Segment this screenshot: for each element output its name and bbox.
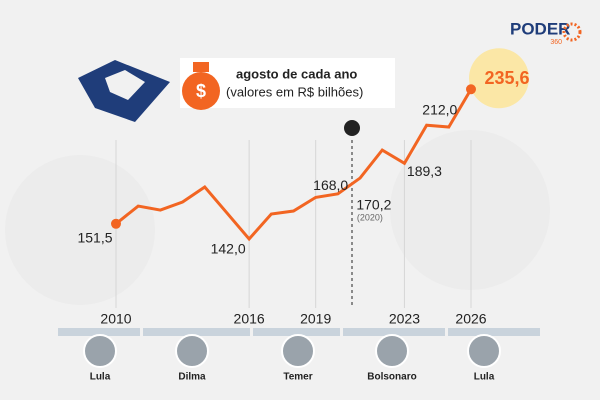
highlight bbox=[469, 48, 529, 109]
timeline-bar bbox=[58, 328, 540, 336]
data-point bbox=[111, 218, 121, 229]
legend-line1: agosto de cada ano bbox=[236, 66, 357, 81]
president-name: Lula bbox=[474, 372, 495, 383]
money-icon: $ bbox=[196, 81, 206, 101]
president-photo bbox=[83, 334, 117, 368]
value-label: 189,3 bbox=[407, 163, 442, 179]
decor bbox=[5, 155, 155, 305]
virus-icon bbox=[344, 120, 360, 136]
annotation: (2020) bbox=[357, 212, 383, 222]
timeline-gap bbox=[140, 326, 143, 338]
value-label: 142,0 bbox=[211, 241, 246, 257]
brand-sub: 360 bbox=[550, 39, 562, 46]
money-bag-top bbox=[193, 62, 209, 72]
data-line bbox=[115, 88, 473, 242]
decor bbox=[390, 130, 550, 290]
value-label: 170,2 bbox=[356, 197, 391, 213]
brand-name: PODER bbox=[510, 19, 570, 38]
x-tick-label: 2026 bbox=[455, 311, 486, 327]
brand: PODER 360 bbox=[510, 19, 582, 46]
legend-line2: (valores em R$ bilhões) bbox=[226, 84, 363, 99]
timeline-gap bbox=[250, 326, 253, 338]
x-tick-label: 2016 bbox=[234, 311, 265, 327]
value-label: 151,5 bbox=[77, 230, 112, 246]
value-label: 235,6 bbox=[484, 68, 529, 88]
value-label: 212,0 bbox=[422, 102, 457, 118]
tax-logo bbox=[78, 60, 170, 122]
x-tick-label: 2023 bbox=[389, 311, 420, 327]
president-name: Dilma bbox=[178, 372, 206, 383]
president-name: Lula bbox=[90, 372, 111, 383]
president-name: Bolsonaro bbox=[367, 372, 416, 383]
timeline-gap bbox=[340, 326, 343, 338]
president-photo bbox=[467, 334, 501, 368]
x-tick-label: 2010 bbox=[100, 311, 131, 327]
president-photo bbox=[175, 334, 209, 368]
president-photo bbox=[375, 334, 409, 368]
value-label: 168,0 bbox=[313, 177, 348, 193]
money-bag bbox=[182, 72, 220, 110]
timeline-gap bbox=[445, 326, 448, 338]
president-photo bbox=[281, 334, 315, 368]
president-name: Temer bbox=[283, 372, 312, 383]
brand-icon bbox=[562, 22, 582, 42]
data-point bbox=[466, 84, 476, 95]
x-tick-label: 2019 bbox=[300, 311, 331, 327]
